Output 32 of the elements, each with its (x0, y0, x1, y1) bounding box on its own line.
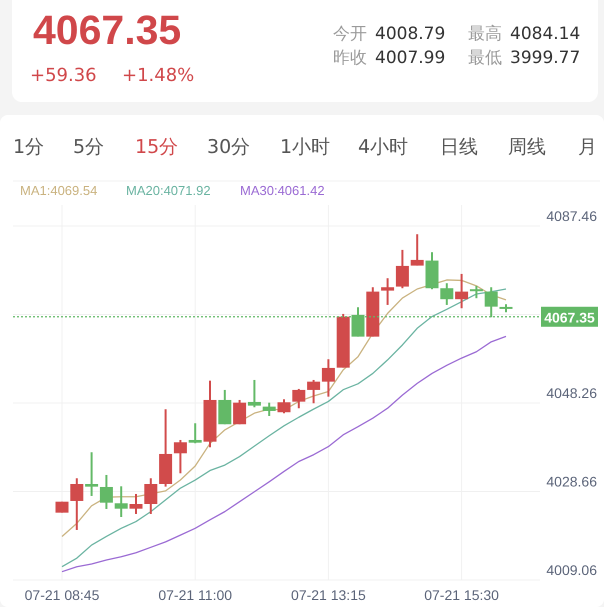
text: 4小时 (358, 136, 408, 158)
y-tick-label: 4028.66 (546, 473, 598, 490)
text: 1分 (13, 136, 44, 158)
text: 4007.99 (375, 48, 446, 68)
text: 4008.79 (375, 24, 446, 44)
text: 1小时 (280, 136, 330, 158)
text: MA20:4071.92 (126, 183, 211, 198)
y-tick-label: 4009.06 (546, 562, 598, 578)
text: 最高 (468, 24, 502, 44)
text: 今开 (333, 24, 367, 44)
text: 周线 (508, 136, 546, 158)
text: MA30:4061.42 (240, 183, 325, 198)
text: +59.36 (30, 65, 97, 86)
x-tick-label: 07-21 11:00 (158, 587, 232, 603)
chart-title: 4067.35 (33, 7, 182, 53)
x-tick-label: 07-21 13:15 (291, 587, 366, 603)
ref-line-label: 4067.35 (544, 309, 596, 326)
text: 最低 (468, 48, 502, 68)
y-tick-label: 4048.26 (546, 384, 598, 401)
text: 30分 (207, 136, 250, 158)
text: 日线 (440, 136, 478, 158)
y-tick-label: 4087.46 (546, 208, 598, 224)
x-tick-label: 07-21 15:30 (424, 587, 500, 603)
text: MA1:4069.54 (20, 183, 98, 198)
text: 4084.14 (510, 24, 580, 44)
x-tick-label: 07-21 08:45 (24, 587, 100, 603)
text: 月 (578, 136, 597, 158)
text: 15分 (135, 136, 178, 158)
text: +1.48% (122, 65, 194, 86)
text: 3999.77 (510, 48, 580, 68)
text: 昨收 (333, 48, 367, 68)
text: 5分 (73, 136, 104, 158)
